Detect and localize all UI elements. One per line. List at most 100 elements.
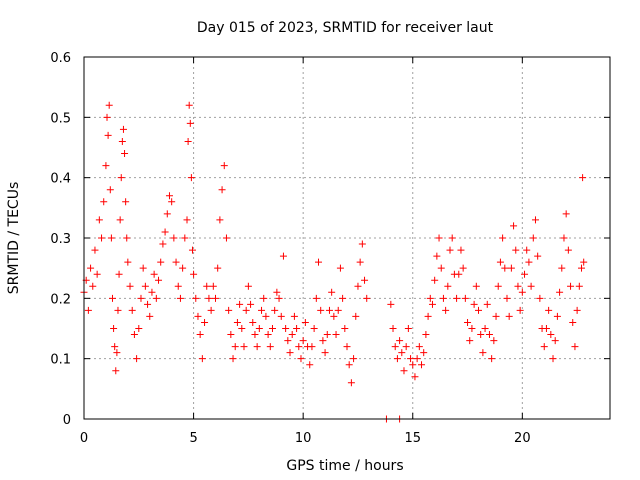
data-point <box>485 331 493 339</box>
data-point <box>107 234 115 242</box>
data-point <box>404 325 412 332</box>
data-point <box>130 331 138 339</box>
data-point <box>549 355 557 363</box>
data-point <box>407 355 415 363</box>
data-point <box>547 331 555 339</box>
data-point <box>569 318 577 326</box>
data-point <box>117 174 125 182</box>
x-tick-label: 15 <box>404 431 421 446</box>
data-point <box>531 216 539 224</box>
data-point <box>220 162 228 170</box>
data-point <box>146 312 154 320</box>
data-point <box>139 264 147 272</box>
data-point <box>249 318 257 326</box>
data-point <box>297 355 305 363</box>
data-point <box>205 294 213 302</box>
data-point <box>516 306 524 314</box>
data-point <box>301 318 309 326</box>
data-point <box>258 306 266 314</box>
data-point <box>575 282 583 290</box>
data-point <box>89 282 97 290</box>
data-point <box>152 294 160 302</box>
data-point <box>271 306 279 314</box>
data-point <box>225 306 233 314</box>
data-point <box>464 318 472 326</box>
data-point <box>119 125 127 133</box>
data-point <box>93 270 101 278</box>
data-point <box>347 379 355 387</box>
data-point <box>165 192 173 200</box>
data-point <box>150 270 158 278</box>
data-point <box>494 282 502 290</box>
data-point <box>518 288 526 296</box>
data-point <box>571 343 579 351</box>
data-point <box>186 119 194 127</box>
data-point <box>116 216 124 224</box>
data-point <box>238 325 246 332</box>
data-point <box>525 258 533 266</box>
x-tick-label: 20 <box>514 431 531 446</box>
data-point <box>514 282 522 290</box>
data-point <box>387 300 395 308</box>
data-point <box>141 282 149 290</box>
data-point <box>437 264 445 272</box>
data-point <box>214 264 222 272</box>
data-point <box>212 294 219 302</box>
data-point <box>113 349 121 357</box>
data-point <box>172 258 180 266</box>
y-axis-label: SRMTID / TECUs <box>6 182 22 295</box>
data-point <box>284 337 292 345</box>
data-point <box>114 306 122 314</box>
y-tick-label: 0.6 <box>50 51 71 66</box>
data-point <box>184 137 192 145</box>
data-point <box>400 367 408 375</box>
data-point <box>560 234 568 242</box>
data-point <box>319 337 327 345</box>
data-point <box>413 355 421 363</box>
data-point <box>118 137 126 145</box>
data-point <box>262 312 270 320</box>
data-point <box>105 101 113 109</box>
data-point <box>290 312 298 320</box>
data-point <box>356 258 364 266</box>
data-point <box>198 355 206 363</box>
data-point <box>110 325 118 332</box>
data-point <box>505 312 513 320</box>
data-point <box>112 367 120 375</box>
data-point <box>321 349 329 357</box>
data-point <box>255 325 263 332</box>
data-point <box>100 198 108 206</box>
data-point <box>103 113 111 121</box>
data-point <box>251 331 259 339</box>
data-point <box>188 246 196 254</box>
data-point <box>157 258 165 266</box>
data-point <box>227 331 235 339</box>
data-point <box>431 276 439 284</box>
data-point <box>573 306 581 314</box>
data-point <box>529 234 537 242</box>
data-point <box>231 343 239 351</box>
data-point <box>315 258 323 266</box>
y-tick-label: 0.3 <box>50 232 71 247</box>
data-point <box>391 343 399 351</box>
data-point <box>161 228 169 236</box>
data-point <box>433 252 441 260</box>
data-point <box>185 101 193 109</box>
y-tick-label: 0.5 <box>50 111 71 126</box>
data-point <box>144 300 152 308</box>
data-point <box>507 264 515 272</box>
data-point <box>115 270 123 278</box>
data-point <box>468 325 476 332</box>
data-point <box>389 325 397 332</box>
data-point <box>418 361 426 369</box>
data-point <box>479 349 487 357</box>
data-point <box>551 337 559 345</box>
data-point <box>121 150 129 158</box>
data-point <box>345 361 353 369</box>
data-point <box>328 288 336 296</box>
data-point <box>553 312 561 320</box>
data-point <box>111 343 119 351</box>
data-point <box>233 318 241 326</box>
data-point <box>277 312 285 320</box>
data-point <box>503 294 511 302</box>
